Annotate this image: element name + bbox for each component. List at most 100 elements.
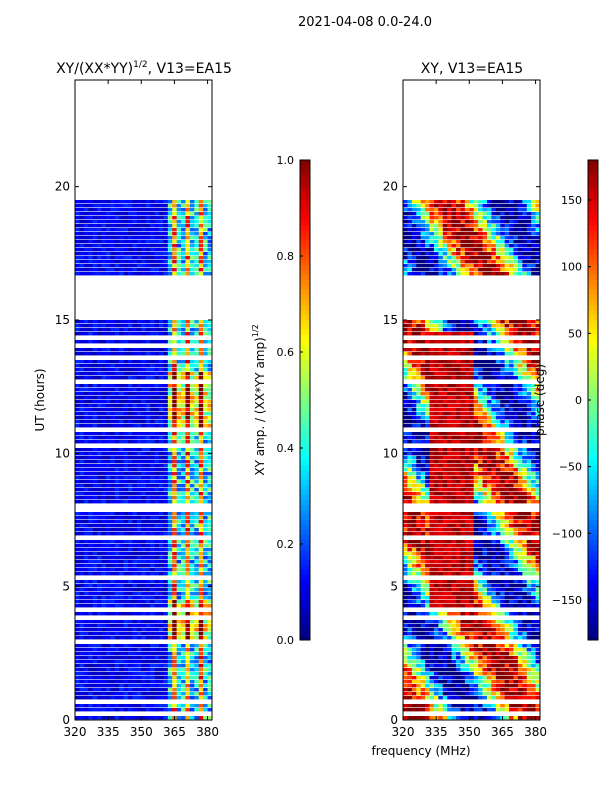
heatmap-cell <box>189 360 195 364</box>
heatmap-cell <box>150 464 155 468</box>
heatmap-cell <box>83 256 89 260</box>
heatmap-cell <box>163 404 169 408</box>
heatmap-cell <box>495 208 501 212</box>
heatmap-cell <box>176 584 182 588</box>
heatmap-cell <box>513 212 519 216</box>
heatmap-cell <box>114 368 120 372</box>
heatmap-cell <box>181 556 186 560</box>
heatmap-cell <box>176 520 182 524</box>
heatmap-cell <box>535 376 541 380</box>
heatmap-cell <box>469 404 475 408</box>
heatmap-cell <box>158 652 164 656</box>
heatmap-cell <box>123 656 129 660</box>
heatmap-cell <box>163 492 169 496</box>
heatmap-cell <box>88 684 93 688</box>
heatmap-cell <box>469 396 475 400</box>
heatmap-cell <box>176 440 182 444</box>
heatmap-cell <box>145 432 151 436</box>
heatmap-cell <box>163 532 169 536</box>
heatmap-cell <box>181 332 186 336</box>
heatmap-cell <box>141 556 147 560</box>
heatmap-cell <box>425 464 430 468</box>
heatmap-cell <box>172 244 177 248</box>
heatmap-cell <box>97 480 102 484</box>
heatmap-cell <box>150 384 155 388</box>
heatmap-cell <box>531 384 536 388</box>
heatmap-cell <box>513 364 519 368</box>
heatmap-cell <box>203 672 208 676</box>
heatmap-cell <box>101 272 107 276</box>
heatmap-cell <box>181 528 186 532</box>
heatmap-cell <box>97 256 102 260</box>
heatmap-cell <box>407 236 413 240</box>
heatmap-cell <box>79 668 85 672</box>
heatmap-cell <box>495 436 501 440</box>
heatmap-cell <box>522 228 528 232</box>
heatmap-cell <box>442 372 448 376</box>
heatmap-cell <box>105 200 111 204</box>
heatmap-cell <box>105 360 111 364</box>
heatmap-cell <box>154 632 160 636</box>
heatmap-cell <box>92 656 98 660</box>
heatmap-cell <box>181 704 186 708</box>
heatmap-cell <box>513 236 519 240</box>
heatmap-cell <box>185 540 191 544</box>
heatmap-cell <box>83 652 89 656</box>
heatmap-cell <box>150 376 155 380</box>
heatmap-cell <box>189 656 195 660</box>
heatmap-cell <box>141 704 147 708</box>
heatmap-cell <box>114 548 120 552</box>
heatmap-cell <box>526 440 532 444</box>
heatmap-cell <box>425 240 430 244</box>
heatmap-cell <box>513 448 519 452</box>
heatmap-cell <box>101 612 107 616</box>
heatmap-cell <box>486 412 492 416</box>
heatmap-cell <box>207 632 213 636</box>
heatmap-cell <box>531 468 536 472</box>
heatmap-cell <box>172 376 177 380</box>
heatmap-cell <box>92 256 98 260</box>
heatmap-cell <box>181 392 186 396</box>
heatmap-cell <box>189 564 195 568</box>
heatmap-cell <box>158 528 164 532</box>
heatmap-cell <box>145 460 151 464</box>
colorbar-segment <box>300 260 310 266</box>
heatmap-cell <box>92 676 98 680</box>
heatmap-cell <box>150 560 155 564</box>
heatmap-cell <box>185 520 191 524</box>
heatmap-cell <box>482 220 488 224</box>
heatmap-cell <box>456 436 461 440</box>
heatmap-cell <box>110 476 116 480</box>
heatmap-cell <box>181 396 186 400</box>
heatmap-cell <box>88 548 93 552</box>
heatmap-cell <box>433 340 439 344</box>
heatmap-cell <box>136 544 142 548</box>
heatmap-cell <box>114 224 120 228</box>
heatmap-cell <box>176 636 182 640</box>
heatmap-cell <box>154 472 160 476</box>
heatmap-cell <box>154 200 160 204</box>
heatmap-cell <box>203 568 208 572</box>
heatmap-cell <box>167 612 173 616</box>
heatmap-cell <box>97 684 102 688</box>
amplitude-colorbar-label: XY amp. / (XX*YY amp)1/2 <box>251 324 267 475</box>
heatmap-cell <box>123 452 129 456</box>
heatmap-cell <box>92 472 98 476</box>
heatmap-cell <box>438 260 444 264</box>
heatmap-cell <box>403 424 408 428</box>
heatmap-cell <box>451 208 457 212</box>
colorbar-segment <box>300 615 310 621</box>
heatmap-cell <box>101 388 107 392</box>
heatmap-cell <box>500 208 505 212</box>
heatmap-cell <box>189 692 195 696</box>
heatmap-cell <box>486 420 492 424</box>
heatmap-cell <box>101 644 107 648</box>
heatmap-cell <box>114 240 120 244</box>
heatmap-cell <box>447 272 452 276</box>
heatmap-cell <box>136 224 142 228</box>
heatmap-cell <box>128 592 133 596</box>
heatmap-cell <box>526 448 532 452</box>
heatmap-cell <box>88 696 93 700</box>
heatmap-cell <box>128 548 133 552</box>
heatmap-cell <box>478 412 483 416</box>
